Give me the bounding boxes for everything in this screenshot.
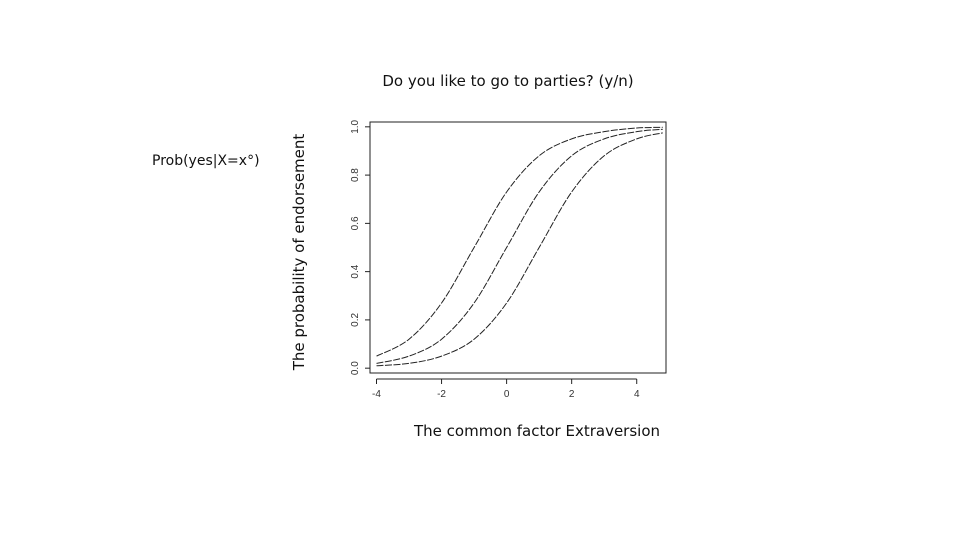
x-axis-label: The common factor Extraversion bbox=[414, 422, 661, 440]
y-tick-label: 0.0 bbox=[350, 361, 361, 375]
y-ticks: 0.0 0.2 0.4 0.6 0.8 1.0 bbox=[350, 119, 370, 375]
x-tick-label: 4 bbox=[634, 389, 640, 400]
x-tick-label: -4 bbox=[372, 389, 381, 400]
probability-curves-chart: 0.0 0.2 0.4 0.6 0.8 1.0 -4 -2 0 2 4 bbox=[350, 119, 667, 400]
series-curve-2 bbox=[376, 128, 663, 364]
y-tick-label: 1.0 bbox=[350, 119, 361, 133]
series-curve-3 bbox=[376, 132, 663, 367]
x-tick-label: -2 bbox=[437, 389, 446, 400]
y-tick-label: 0.4 bbox=[350, 264, 361, 278]
y-tick-label: 0.2 bbox=[350, 313, 361, 327]
curves bbox=[376, 126, 663, 367]
y-axis-label: The probability of endorsement bbox=[290, 133, 308, 371]
x-ticks: -4 -2 0 2 4 bbox=[372, 378, 640, 400]
x-tick-label: 2 bbox=[569, 389, 575, 400]
plot-frame bbox=[369, 121, 667, 374]
y-tick-label: 0.8 bbox=[350, 168, 361, 182]
series-curve-1 bbox=[376, 126, 663, 357]
slide-title: Do you like to go to parties? (y/n) bbox=[382, 72, 634, 90]
probability-notation: Prob(yes|X=x°) bbox=[152, 153, 260, 169]
x-tick-label: 0 bbox=[504, 389, 510, 400]
y-tick-label: 0.6 bbox=[350, 216, 361, 230]
